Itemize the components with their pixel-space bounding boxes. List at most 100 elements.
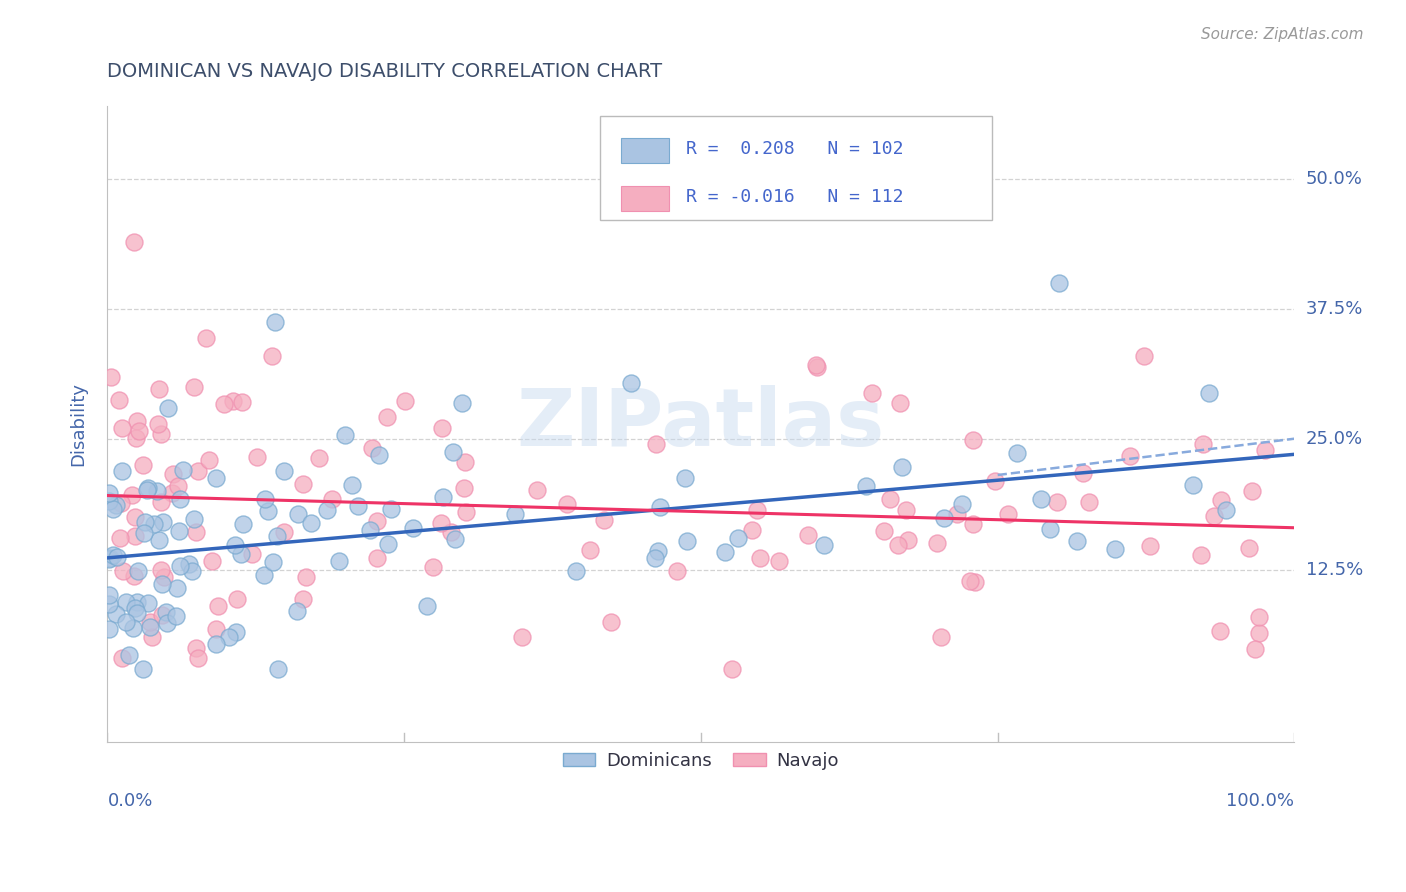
Point — [127, 564, 149, 578]
Point — [149, 426, 172, 441]
Point — [166, 581, 188, 595]
Point — [167, 478, 190, 492]
Point — [101, 549, 124, 563]
Point — [1244, 641, 1267, 656]
Point — [226, 592, 249, 607]
Point — [108, 393, 131, 408]
Point — [111, 464, 134, 478]
Point — [183, 512, 205, 526]
FancyBboxPatch shape — [621, 186, 669, 211]
Point — [287, 507, 309, 521]
Point — [121, 621, 143, 635]
Point — [127, 414, 149, 428]
Point — [676, 533, 699, 548]
Point — [366, 514, 388, 528]
Point — [860, 386, 883, 401]
Point — [197, 453, 219, 467]
Point — [111, 420, 134, 434]
Point — [806, 359, 828, 374]
Point — [962, 517, 984, 532]
Text: 37.5%: 37.5% — [1306, 301, 1362, 318]
Point — [262, 555, 284, 569]
Point — [366, 550, 388, 565]
Point — [125, 607, 148, 621]
Point — [1071, 467, 1094, 481]
Point — [115, 615, 138, 629]
Point — [194, 331, 217, 345]
Point — [273, 524, 295, 539]
Point — [813, 538, 835, 552]
Point — [555, 497, 578, 511]
Point — [890, 460, 912, 475]
Point — [205, 622, 228, 636]
Point — [855, 479, 877, 493]
Point — [156, 401, 179, 416]
Point — [187, 651, 209, 665]
Point — [430, 516, 453, 530]
Point — [647, 544, 669, 558]
Point — [291, 476, 314, 491]
Point — [1189, 548, 1212, 562]
Point — [229, 547, 252, 561]
Point — [121, 488, 143, 502]
Point — [600, 615, 623, 629]
Point — [146, 417, 169, 432]
Point — [925, 535, 948, 549]
Point — [124, 528, 146, 542]
Text: 25.0%: 25.0% — [1306, 431, 1362, 449]
Point — [124, 509, 146, 524]
Point — [1077, 494, 1099, 508]
Point — [620, 376, 643, 390]
Point — [153, 570, 176, 584]
Text: 100.0%: 100.0% — [1226, 792, 1295, 811]
Point — [879, 491, 901, 506]
Point — [340, 478, 363, 492]
Point — [134, 515, 156, 529]
Point — [984, 475, 1007, 489]
Point — [959, 574, 981, 588]
Point — [177, 557, 200, 571]
Point — [963, 575, 986, 590]
Point — [889, 396, 911, 410]
Point — [316, 502, 339, 516]
Point — [796, 528, 818, 542]
Point — [150, 576, 173, 591]
Point — [169, 491, 191, 506]
Point — [231, 395, 253, 409]
Point — [132, 526, 155, 541]
FancyBboxPatch shape — [621, 137, 669, 163]
Point — [1215, 503, 1237, 517]
Point — [950, 497, 973, 511]
Point — [645, 437, 668, 451]
Point — [1047, 276, 1070, 290]
Point — [361, 441, 384, 455]
Point — [368, 448, 391, 462]
Point — [124, 569, 146, 583]
Point — [172, 463, 194, 477]
Point — [946, 507, 969, 521]
Point — [169, 558, 191, 573]
Point — [165, 609, 187, 624]
Text: R = -0.016   N = 112: R = -0.016 N = 112 — [686, 188, 903, 206]
Point — [124, 601, 146, 615]
Point — [347, 499, 370, 513]
Point — [644, 551, 666, 566]
Point — [97, 597, 120, 611]
Point — [444, 532, 467, 546]
Point — [897, 533, 920, 547]
Point — [359, 523, 381, 537]
Point — [124, 235, 146, 249]
Point — [253, 491, 276, 506]
Point — [665, 564, 688, 578]
Point — [503, 507, 526, 521]
Point — [155, 605, 177, 619]
Point — [205, 471, 228, 485]
Point — [141, 630, 163, 644]
Text: 12.5%: 12.5% — [1306, 561, 1362, 579]
Point — [422, 559, 444, 574]
Point — [242, 547, 264, 561]
Point — [184, 525, 207, 540]
Point — [1240, 484, 1263, 499]
Point — [98, 551, 121, 566]
Point — [135, 483, 157, 497]
